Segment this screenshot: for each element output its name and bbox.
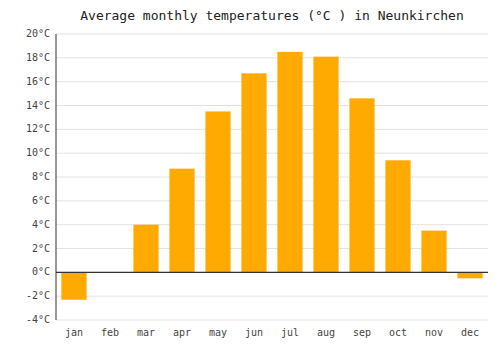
y-tick-label: 6°C: [32, 195, 50, 206]
y-tick-label: 0°C: [32, 266, 50, 277]
x-tick-label: oct: [389, 327, 407, 338]
bar: [61, 272, 86, 299]
y-axis-line: [56, 34, 57, 320]
grid-line: [56, 296, 488, 297]
bar: [205, 111, 230, 272]
x-tick-label: nov: [425, 327, 443, 338]
x-tick-label: dec: [461, 327, 479, 338]
grid-line: [56, 177, 488, 178]
x-axis-labels: jan feb mar apr may jun jul aug sep oct nov dec: [65, 327, 479, 338]
y-tick-label: 4°C: [32, 219, 50, 230]
bar: [421, 231, 446, 273]
y-tick-label: 12°C: [26, 123, 50, 134]
grid-line: [56, 129, 488, 130]
grid-line: [56, 57, 488, 58]
bar: [313, 57, 338, 273]
x-tick-label: mar: [137, 327, 155, 338]
x-tick-label: jan: [65, 327, 83, 338]
grid: [56, 34, 488, 320]
title: Average monthly temperatures (°C ) in Ne…: [80, 8, 464, 23]
y-axis-labels: -4°C -2°C 0°C 2°C 4°C 6°C 8°C 10°C 12°C 14°C 16°C 1…: [26, 28, 50, 325]
bar: [133, 225, 158, 273]
grid-line: [56, 320, 488, 321]
bars: [61, 52, 482, 300]
grid-line: [56, 34, 488, 35]
grid-line: [56, 200, 488, 201]
bar: [169, 169, 194, 273]
y-tick-label: 8°C: [32, 171, 50, 182]
grid-line: [56, 272, 488, 273]
y-tick-label: 10°C: [26, 147, 50, 158]
y-tick-label: -4°C: [26, 314, 50, 325]
x-tick-label: sep: [353, 327, 371, 338]
bar: [349, 98, 374, 272]
grid-line: [56, 105, 488, 106]
x-tick-label: feb: [101, 327, 119, 338]
bar: [277, 52, 302, 272]
y-tick-label: 18°C: [26, 52, 50, 63]
grid-line: [56, 153, 488, 154]
x-tick-label: aug: [317, 327, 335, 338]
page: {"chart_data": {"type": "bar", "title": …: [0, 0, 500, 350]
y-tick-label: 20°C: [26, 28, 50, 39]
y-tick-label: 16°C: [26, 76, 50, 87]
bar: [241, 73, 266, 272]
x-tick-label: apr: [173, 327, 191, 338]
zero-line: [56, 272, 488, 273]
y-tick-label: 2°C: [32, 243, 50, 254]
grid-line: [56, 224, 488, 225]
x-tick-label: may: [209, 327, 227, 338]
y-tick-label: 14°C: [26, 100, 50, 111]
bar: [457, 272, 482, 278]
chart: Average monthly temperatures (°C ) in Ne…: [0, 0, 500, 350]
y-tick-label: -2°C: [26, 290, 50, 301]
grid-line: [56, 81, 488, 82]
x-tick-label: jun: [245, 327, 263, 338]
bar: [385, 160, 410, 272]
x-tick-label: jul: [281, 327, 299, 338]
